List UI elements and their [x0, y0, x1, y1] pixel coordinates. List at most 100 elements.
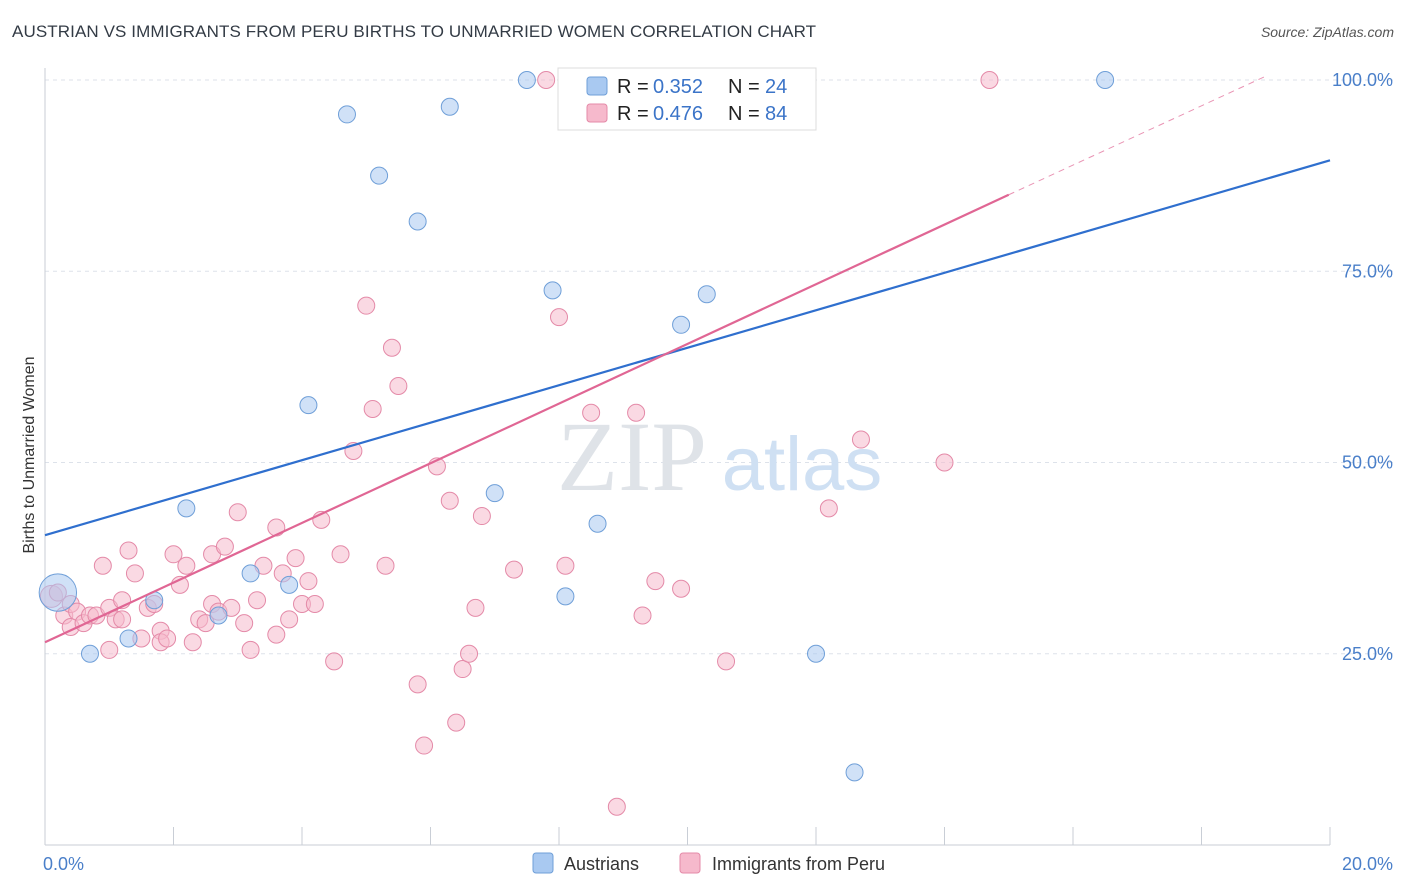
x-tick-label: 20.0%	[1342, 854, 1393, 874]
peru-point	[607, 797, 626, 816]
peru-point	[935, 453, 954, 472]
peru-point	[183, 633, 202, 652]
legend-austrians-r-label: R =	[617, 76, 649, 98]
austrians-point	[543, 281, 562, 300]
peru-point	[819, 499, 838, 518]
austrians-point	[485, 484, 504, 503]
y-tick-label: 25.0%	[1342, 644, 1393, 664]
chart-title: AUSTRIAN VS IMMIGRANTS FROM PERU BIRTHS …	[12, 22, 817, 41]
legend-peru-swatch	[586, 103, 608, 123]
y-tick-label: 50.0%	[1342, 453, 1393, 473]
peru-point	[286, 549, 305, 568]
austrians-point	[299, 396, 318, 415]
legend-austrians-n-value: 24	[765, 76, 787, 98]
y-axis-label: Births to Unmarried Women	[21, 356, 38, 553]
peru-point	[537, 71, 556, 89]
source-credit: Source: ZipAtlas.com	[1260, 24, 1394, 40]
x-tick-label: 0.0%	[43, 854, 84, 874]
peru-point	[280, 610, 299, 629]
austrians-point	[517, 71, 536, 89]
austrians-point	[845, 763, 864, 782]
peru-point	[717, 652, 736, 671]
peru-point	[299, 572, 318, 591]
legend-series-austrians-swatch	[532, 852, 554, 874]
watermark: ZIP atlas	[557, 401, 882, 512]
peru-point	[646, 572, 665, 591]
axes	[44, 68, 1331, 846]
peru-point	[158, 629, 177, 648]
peru-point	[382, 338, 401, 357]
legend-austrians-r-value: 0.352	[653, 76, 703, 98]
peru-point	[389, 377, 408, 395]
legend-peru-n-label: N =	[728, 103, 760, 125]
austrians-point	[408, 212, 427, 231]
legend-peru-n-value: 84	[765, 103, 787, 125]
peru-point	[331, 545, 350, 564]
austrians-point	[807, 644, 825, 663]
peru-point	[453, 660, 472, 679]
peru-point	[357, 296, 376, 315]
y-tick-label: 75.0%	[1342, 261, 1393, 281]
austrians-trend-line	[44, 159, 1331, 537]
peru-point	[376, 556, 395, 575]
peru-point	[627, 403, 646, 422]
legend-series-peru-swatch	[679, 852, 701, 874]
peru-trend-line	[44, 193, 1010, 644]
peru-point	[267, 518, 286, 537]
austrians-point	[38, 573, 78, 612]
legend-stats: R = 0.352 N = 24 R = 0.476 N = 84	[557, 67, 817, 131]
austrians-point	[177, 499, 196, 518]
peru-point	[556, 556, 575, 575]
legend-series-austrians: Austrians	[564, 854, 639, 874]
austrians-point	[241, 564, 260, 583]
peru-point	[440, 491, 459, 510]
legend-peru-r-value: 0.476	[653, 103, 703, 125]
peru-point	[363, 399, 382, 418]
peru-point	[466, 598, 485, 617]
austrians-point	[80, 644, 99, 663]
legend-peru-r-label: R =	[617, 103, 649, 125]
austrians-point	[119, 629, 138, 648]
tick-labels: 25.0% 50.0% 75.0% 100.0% 0.0% 20.0%	[43, 70, 1393, 874]
y-tick-label: 100.0%	[1332, 70, 1393, 90]
peru-trend-extension	[1008, 75, 1266, 196]
austrians-point	[672, 315, 691, 334]
peru-point	[582, 403, 601, 422]
peru-point	[633, 606, 652, 625]
legend-austrians-swatch	[586, 76, 608, 96]
peru-point	[447, 713, 466, 732]
peru-point	[100, 640, 119, 659]
peru-point	[472, 507, 491, 526]
peru-point	[267, 625, 286, 644]
austrians-point	[440, 97, 459, 116]
peru-point	[325, 652, 344, 671]
peru-point	[980, 71, 999, 89]
peru-point	[505, 560, 524, 579]
austrians-point	[209, 606, 228, 625]
austrians-point	[337, 105, 356, 124]
legend-series: Austrians Immigrants from Peru	[532, 852, 885, 874]
austrians-point	[588, 514, 607, 533]
peru-point	[125, 564, 144, 583]
trend-lines	[44, 75, 1331, 644]
austrians-point	[280, 575, 299, 594]
peru-point	[550, 308, 568, 327]
austrians-point	[697, 285, 716, 304]
peru-point	[93, 556, 112, 575]
peru-point	[241, 640, 260, 659]
peru-point	[408, 675, 427, 694]
austrians-point	[556, 587, 575, 606]
peru-point	[248, 591, 267, 610]
austrians-point	[1096, 71, 1115, 89]
legend-series-peru: Immigrants from Peru	[712, 854, 885, 874]
austrians-point	[370, 166, 389, 185]
peru-point	[415, 736, 434, 755]
peru-point	[672, 579, 691, 598]
peru-point	[235, 614, 254, 633]
peru-point	[164, 545, 183, 564]
peru-point	[119, 541, 138, 560]
peru-point	[215, 537, 234, 556]
peru-point	[305, 595, 324, 614]
peru-point	[851, 430, 870, 449]
peru-point	[113, 610, 132, 629]
